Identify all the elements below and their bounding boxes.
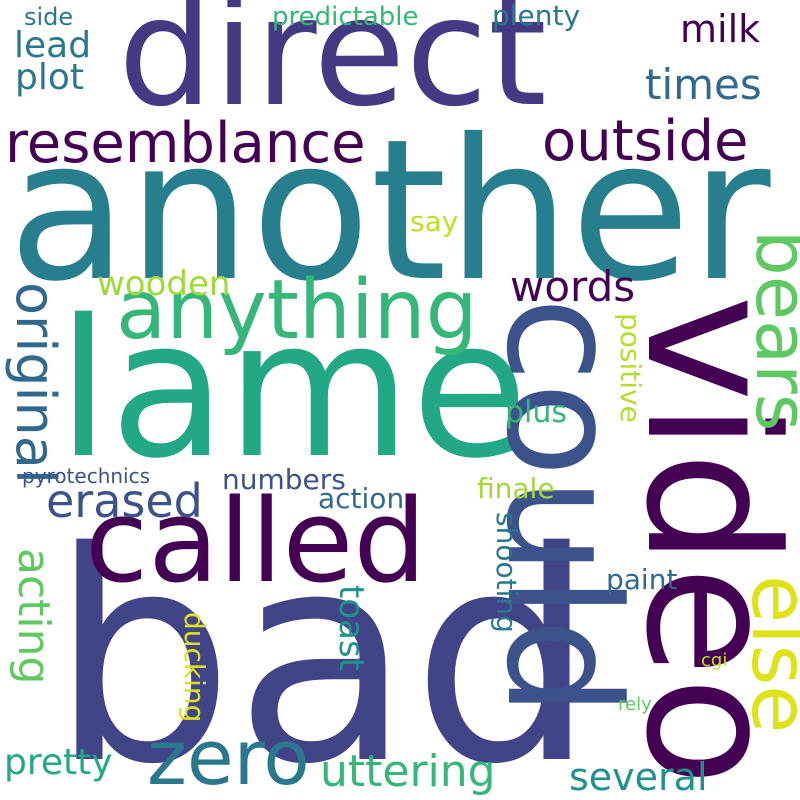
word-numbers: numbers	[222, 463, 346, 496]
word-outside: outside	[542, 109, 749, 174]
word-say: say	[410, 205, 459, 238]
word-pyrotechnics: pyrotechnics	[22, 464, 151, 488]
word-pretty: pretty	[4, 742, 113, 783]
word-zero: zero	[147, 713, 310, 800]
word-times: times	[645, 60, 762, 109]
word-original: original	[4, 282, 67, 484]
word-side: side	[24, 3, 74, 31]
word-lame: lame	[57, 279, 529, 500]
word-finale: finale	[477, 472, 555, 505]
word-resemblance: resemblance	[5, 111, 366, 176]
word-several: several	[569, 755, 708, 799]
word-plot: plot	[15, 57, 84, 98]
word-bad: bad	[50, 491, 596, 800]
word-uttering: uttering	[320, 746, 496, 797]
word-acting: acting	[8, 548, 59, 685]
word-action: action	[318, 482, 405, 515]
word-predictable: predictable	[272, 2, 419, 32]
word-paint: paint	[606, 563, 678, 596]
word-plus: plus	[505, 395, 568, 430]
word-toast: toast	[331, 585, 371, 672]
word-shooting: shooting	[490, 512, 523, 633]
word-words: words	[510, 262, 636, 311]
word-plenty: plenty	[492, 0, 581, 32]
word-called: called	[85, 475, 427, 609]
word-cgi: cgi	[701, 650, 728, 671]
word-anything: anything	[116, 263, 478, 358]
word-rely: rely	[618, 694, 652, 715]
word-erased: erased	[46, 474, 203, 528]
word-wooden: wooden	[97, 264, 231, 304]
word-ducking: ducking	[178, 612, 211, 723]
word-positive: positive	[614, 313, 647, 423]
word-lead: lead	[14, 25, 92, 66]
word-else: else	[734, 575, 800, 734]
word-another: another	[8, 97, 771, 324]
word-milk: milk	[680, 7, 761, 51]
word-direct: direct	[118, 0, 547, 140]
word-bears: bears	[740, 230, 800, 432]
